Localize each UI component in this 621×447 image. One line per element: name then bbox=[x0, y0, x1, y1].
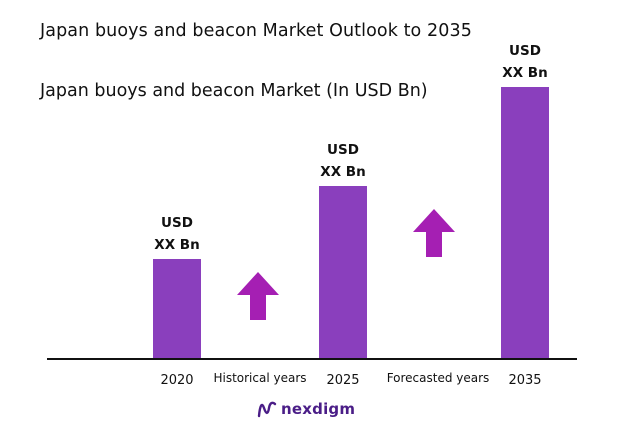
bar-2020 bbox=[153, 259, 201, 359]
bar-2025 bbox=[319, 186, 367, 359]
growth-arrow-icon bbox=[413, 209, 455, 257]
data-label-2020-1: USD bbox=[161, 215, 193, 231]
x-tick-label-2035: 2035 bbox=[508, 373, 541, 388]
period-label-1: Historical years bbox=[213, 371, 306, 385]
bar-2035 bbox=[501, 87, 549, 359]
data-label-2035-2: XX Bn bbox=[502, 65, 547, 81]
data-label-2025-2: XX Bn bbox=[320, 164, 365, 180]
x-tick-label-2025: 2025 bbox=[326, 373, 359, 388]
nexdigm-logo-icon bbox=[257, 401, 277, 418]
data-label-2025-1: USD bbox=[327, 142, 359, 158]
chart-title: Japan buoys and beacon Market Outlook to… bbox=[40, 21, 472, 41]
brand-logo: nexdigm bbox=[257, 398, 355, 420]
x-tick-label-2020: 2020 bbox=[160, 373, 193, 388]
brand-name: nexdigm bbox=[281, 400, 356, 418]
data-label-2020-2: XX Bn bbox=[154, 237, 199, 253]
chart-subtitle: Japan buoys and beacon Market (In USD Bn… bbox=[40, 81, 428, 101]
data-label-2035-1: USD bbox=[509, 43, 541, 59]
period-label-2: Forecasted years bbox=[387, 371, 490, 385]
growth-arrow-icon bbox=[237, 272, 279, 320]
